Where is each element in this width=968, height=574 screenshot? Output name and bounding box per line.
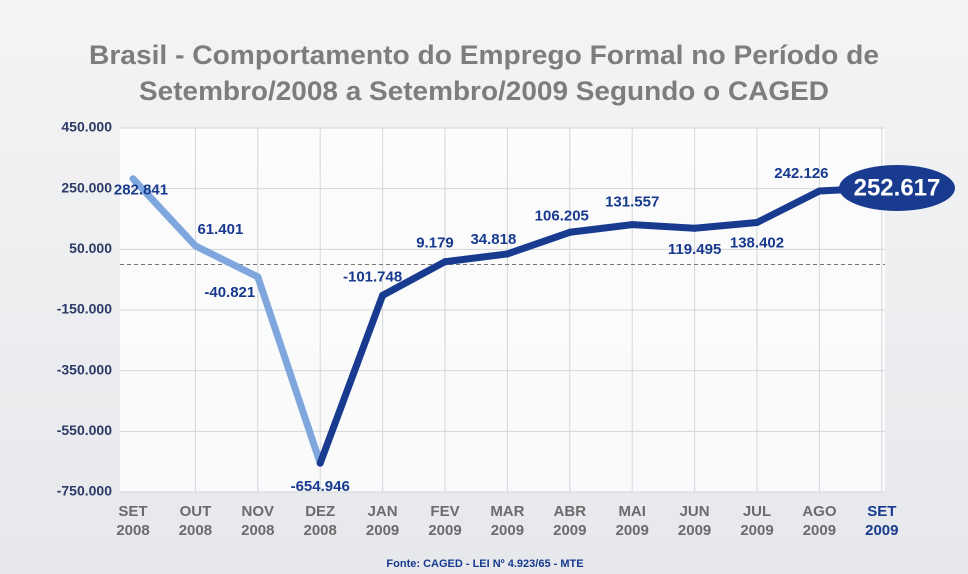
value-label: 9.179 xyxy=(416,235,454,252)
line-segment xyxy=(441,250,511,266)
x-tick-label: OUT 2008 xyxy=(179,503,212,539)
line-segment xyxy=(191,242,262,281)
value-label: 252.617 xyxy=(854,174,941,201)
x-tick-label: SET 2008 xyxy=(116,503,149,539)
value-label: 138.402 xyxy=(730,234,784,251)
source: Fonte: CAGED - LEI Nº 4.923/65 - MTE xyxy=(386,558,583,570)
x-tick-label: FEV 2009 xyxy=(428,503,461,539)
line-segment xyxy=(379,258,449,299)
y-tick-label: -150.000 xyxy=(57,301,112,317)
x-tick-label: MAR 2009 xyxy=(490,503,524,539)
x-tick-label: ABR 2009 xyxy=(553,503,586,539)
value-label: 119.495 xyxy=(668,241,721,258)
value-label: 131.557 xyxy=(605,194,659,211)
x-tick-label: MAI 2009 xyxy=(616,503,649,539)
x-tick-label: SET 2009 xyxy=(865,503,898,539)
line-segment xyxy=(753,187,823,227)
y-tick-label: 50.000 xyxy=(69,240,112,256)
value-label: 106.205 xyxy=(535,207,589,224)
value-label: 34.818 xyxy=(470,231,516,248)
line-segment xyxy=(254,273,324,467)
line-segment xyxy=(566,221,636,236)
line-segment xyxy=(628,221,699,232)
value-label: 242.126 xyxy=(774,165,828,182)
line-segment xyxy=(691,219,761,232)
chart-title: Brasil - Comportamento do Emprego Formal… xyxy=(89,40,879,70)
value-label: 282.841 xyxy=(114,182,168,199)
y-tick-label: -750.000 xyxy=(57,483,112,499)
x-tick-label: NOV 2008 xyxy=(241,503,274,539)
x-tick-label: DEZ 2008 xyxy=(304,503,337,539)
y-tick-label: -350.000 xyxy=(57,361,112,377)
x-tick-label: JUN 2009 xyxy=(678,503,711,539)
value-label: 61.401 xyxy=(197,221,243,238)
line-segment xyxy=(129,175,199,250)
value-label: -654.946 xyxy=(291,478,350,495)
y-tick-label: -550.000 xyxy=(57,422,112,438)
callout xyxy=(839,165,955,211)
value-label: -101.748 xyxy=(343,268,402,285)
line-segment xyxy=(503,228,574,258)
y-tick-label: 450.000 xyxy=(61,119,112,135)
x-tick-label: JUL 2009 xyxy=(740,503,773,539)
x-tick-label: JAN 2009 xyxy=(366,503,399,539)
x-tick-label: AGO 2009 xyxy=(802,503,837,539)
value-label: -40.821 xyxy=(204,284,255,301)
chart-title: Setembro/2008 a Setembro/2009 Segundo o … xyxy=(139,76,829,106)
line-segment xyxy=(316,291,387,467)
y-tick-label: 250.000 xyxy=(61,179,112,195)
